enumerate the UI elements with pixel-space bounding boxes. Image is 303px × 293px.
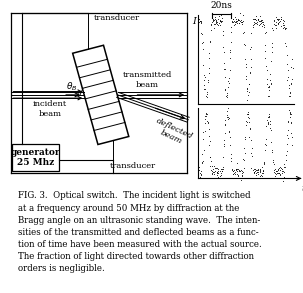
Text: generator
25 Mhz: generator 25 Mhz [11,148,61,167]
Text: FIG. 3.  Optical switch.  The incident light is switched
at a frequency around 5: FIG. 3. Optical switch. The incident lig… [18,192,261,273]
Text: transmitted
beam: transmitted beam [123,71,172,88]
Text: incident
beam: incident beam [33,100,67,117]
Text: transducer: transducer [94,14,140,22]
Text: transducer: transducer [110,162,156,170]
Text: 20ns: 20ns [210,1,232,10]
Text: I: I [192,17,196,26]
Text: $\theta_B$: $\theta_B$ [66,81,77,93]
Text: deflected
beam: deflected beam [151,117,195,149]
FancyBboxPatch shape [12,144,59,171]
Text: t: t [301,184,303,193]
